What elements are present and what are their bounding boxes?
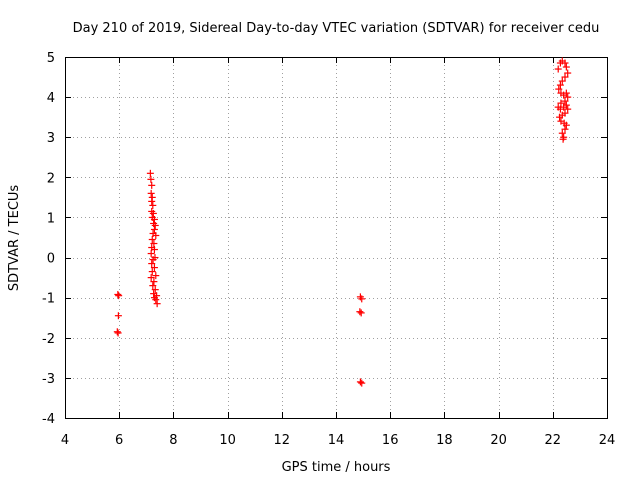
data-point-marker bbox=[153, 300, 161, 308]
data-point-marker bbox=[558, 129, 566, 137]
data-point-marker bbox=[564, 69, 572, 77]
data-point-marker bbox=[561, 73, 569, 81]
x-tick-label: 8 bbox=[169, 433, 177, 448]
data-point-marker bbox=[149, 201, 157, 209]
y-tick-label: -4 bbox=[42, 412, 55, 427]
x-tick-label: 18 bbox=[436, 433, 453, 448]
data-point-marker bbox=[559, 135, 567, 143]
data-point-marker bbox=[150, 215, 158, 223]
data-point-marker bbox=[555, 85, 563, 93]
y-tick-label: -1 bbox=[42, 292, 55, 307]
data-point-marker bbox=[150, 264, 158, 272]
data-point-marker bbox=[149, 282, 157, 290]
data-point-marker bbox=[150, 240, 158, 248]
data-point-marker bbox=[554, 65, 562, 73]
x-tick-label: 20 bbox=[490, 433, 507, 448]
data-point-marker bbox=[358, 379, 366, 387]
y-tick-label: 0 bbox=[47, 252, 55, 267]
chart-title: Day 210 of 2019, Sidereal Day-to-day VTE… bbox=[73, 21, 600, 36]
data-point-marker bbox=[147, 189, 155, 197]
data-point-marker bbox=[147, 250, 155, 258]
x-tick-label: 14 bbox=[328, 433, 345, 448]
y-tick-label: -2 bbox=[42, 332, 55, 347]
data-point-marker bbox=[147, 274, 155, 282]
data-point-marker bbox=[358, 295, 366, 303]
x-tick-label: 12 bbox=[274, 433, 291, 448]
data-point-marker bbox=[148, 236, 156, 244]
data-point-marker bbox=[147, 175, 155, 183]
data-point-marker bbox=[556, 113, 564, 121]
data-points bbox=[113, 57, 572, 387]
data-point-marker bbox=[561, 59, 569, 67]
data-point-marker bbox=[562, 121, 570, 129]
data-point-marker bbox=[148, 260, 156, 268]
data-point-marker bbox=[561, 125, 569, 133]
data-point-marker bbox=[558, 77, 566, 85]
data-point-marker bbox=[356, 378, 364, 386]
x-tick-labels: 4 6 8 10 12 14 16 18 20 22 24 bbox=[61, 433, 615, 448]
data-point-marker bbox=[151, 221, 159, 229]
data-point-marker bbox=[152, 231, 160, 239]
data-point-marker bbox=[113, 328, 121, 336]
data-point-marker bbox=[150, 246, 158, 254]
data-point-marker bbox=[562, 101, 570, 109]
data-point-marker bbox=[148, 268, 156, 276]
x-tick-label: 16 bbox=[382, 433, 399, 448]
x-axis-label: GPS time / hours bbox=[282, 460, 391, 475]
data-point-marker bbox=[148, 197, 156, 205]
x-tick-label: 4 bbox=[61, 433, 69, 448]
data-point-marker bbox=[152, 296, 160, 304]
data-point-marker bbox=[562, 89, 570, 97]
data-point-marker bbox=[115, 292, 123, 300]
data-point-marker bbox=[557, 99, 565, 107]
data-point-marker bbox=[114, 290, 122, 298]
data-point-marker bbox=[114, 329, 122, 337]
data-point-marker bbox=[149, 209, 157, 217]
data-point-marker bbox=[152, 272, 160, 280]
data-point-marker bbox=[150, 278, 158, 286]
x-tick-label: 22 bbox=[545, 433, 562, 448]
data-point-marker bbox=[561, 97, 569, 105]
x-tick-label: 24 bbox=[599, 433, 616, 448]
data-point-marker bbox=[556, 81, 564, 89]
data-point-marker bbox=[151, 286, 159, 294]
axis-ticks bbox=[65, 57, 608, 419]
data-point-marker bbox=[148, 181, 156, 189]
y-tick-label: 2 bbox=[47, 171, 55, 186]
data-point-marker bbox=[114, 312, 122, 320]
data-point-marker bbox=[146, 169, 154, 177]
grid-lines bbox=[65, 57, 607, 418]
x-tick-label: 6 bbox=[115, 433, 123, 448]
y-tick-label: 4 bbox=[47, 91, 55, 106]
y-axis-label: SDTVAR / TECUs bbox=[7, 185, 22, 292]
y-tick-label: 3 bbox=[47, 131, 55, 146]
data-point-marker bbox=[564, 105, 572, 113]
y-tick-label: -3 bbox=[42, 372, 55, 387]
data-point-marker bbox=[357, 309, 365, 317]
data-point-marker bbox=[562, 63, 570, 71]
y-tick-label: 5 bbox=[47, 51, 55, 66]
data-point-marker bbox=[149, 256, 157, 264]
y-tick-labels: -4 -3 -2 -1 0 1 2 3 4 5 bbox=[42, 51, 55, 427]
x-tick-label: 10 bbox=[219, 433, 236, 448]
data-point-marker bbox=[564, 93, 572, 101]
data-point-marker bbox=[150, 225, 158, 233]
y-tick-label: 1 bbox=[47, 211, 55, 226]
data-point-marker bbox=[356, 308, 364, 316]
